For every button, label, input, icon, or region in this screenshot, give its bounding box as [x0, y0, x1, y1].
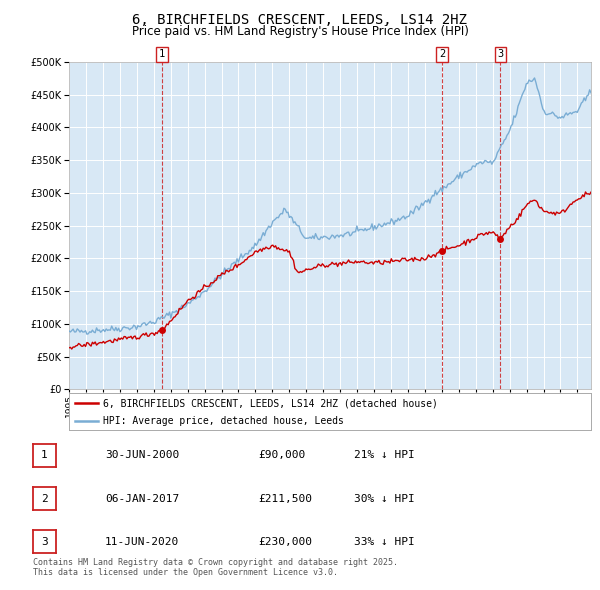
Text: 1: 1	[159, 49, 166, 59]
Text: £230,000: £230,000	[258, 537, 312, 546]
Text: 3: 3	[41, 537, 48, 546]
Text: 2: 2	[439, 49, 445, 59]
Text: 30% ↓ HPI: 30% ↓ HPI	[354, 494, 415, 503]
Text: 33% ↓ HPI: 33% ↓ HPI	[354, 537, 415, 546]
Text: 21% ↓ HPI: 21% ↓ HPI	[354, 451, 415, 460]
Text: 06-JAN-2017: 06-JAN-2017	[105, 494, 179, 503]
Text: 1: 1	[41, 451, 48, 460]
Text: HPI: Average price, detached house, Leeds: HPI: Average price, detached house, Leed…	[103, 417, 344, 427]
Text: 2: 2	[41, 494, 48, 503]
Text: £211,500: £211,500	[258, 494, 312, 503]
Text: £90,000: £90,000	[258, 451, 305, 460]
Text: 30-JUN-2000: 30-JUN-2000	[105, 451, 179, 460]
Text: 3: 3	[497, 49, 503, 59]
Text: Price paid vs. HM Land Registry's House Price Index (HPI): Price paid vs. HM Land Registry's House …	[131, 25, 469, 38]
Text: Contains HM Land Registry data © Crown copyright and database right 2025.
This d: Contains HM Land Registry data © Crown c…	[33, 558, 398, 577]
Text: 11-JUN-2020: 11-JUN-2020	[105, 537, 179, 546]
Text: 6, BIRCHFIELDS CRESCENT, LEEDS, LS14 2HZ (detached house): 6, BIRCHFIELDS CRESCENT, LEEDS, LS14 2HZ…	[103, 398, 438, 408]
Text: 6, BIRCHFIELDS CRESCENT, LEEDS, LS14 2HZ: 6, BIRCHFIELDS CRESCENT, LEEDS, LS14 2HZ	[133, 13, 467, 27]
